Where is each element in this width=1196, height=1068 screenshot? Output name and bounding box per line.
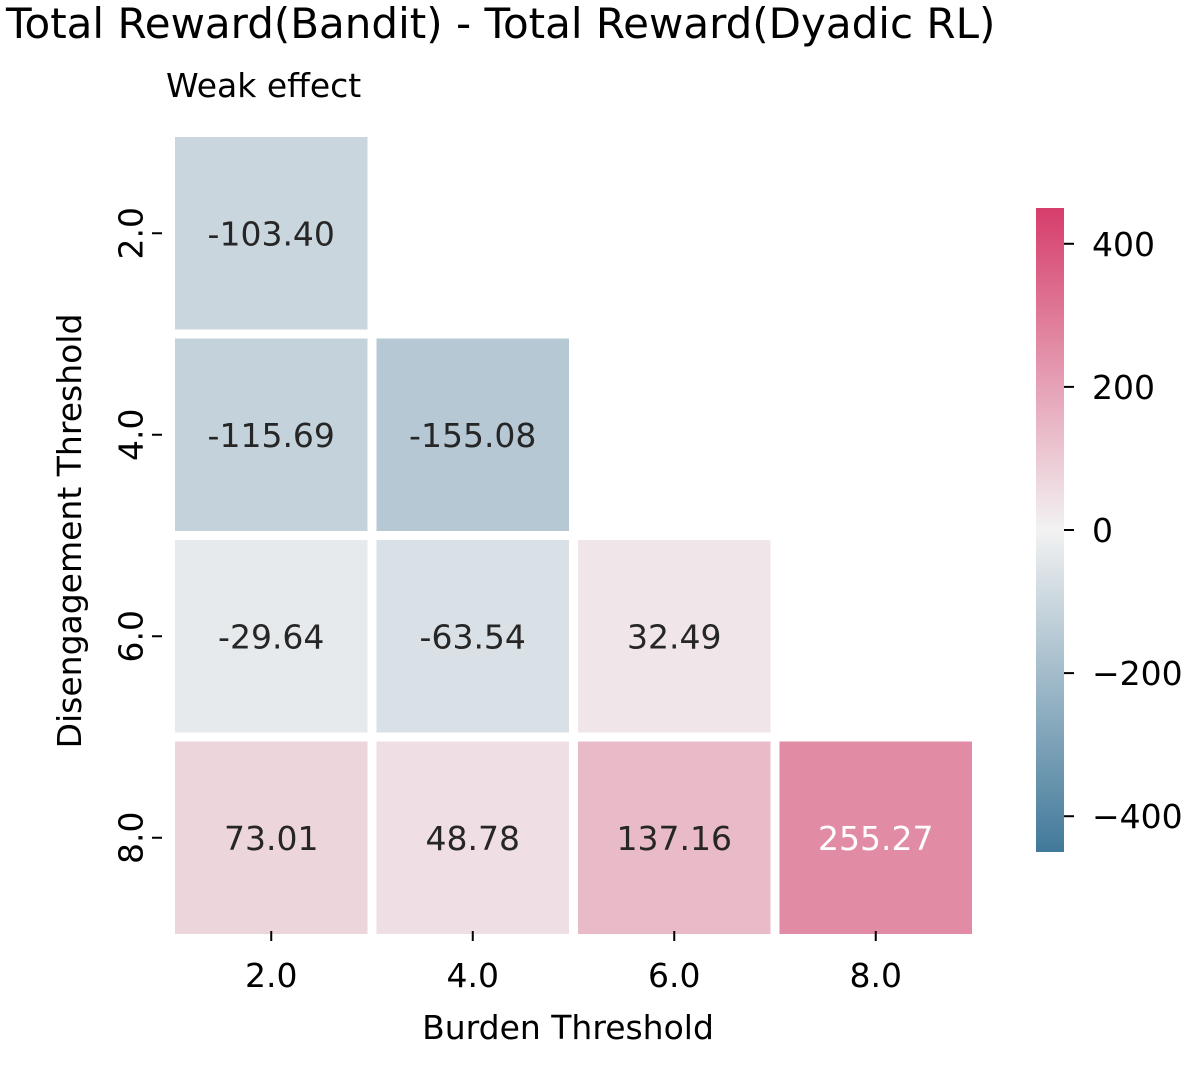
cell-value-label: 255.27	[818, 819, 933, 858]
y-tick-label: 4.0	[112, 409, 151, 461]
heatmap-cell	[578, 741, 771, 934]
colorbar-tick-label: 200	[1092, 368, 1155, 407]
colorbar-tick-label: −400	[1092, 797, 1183, 836]
heatmap-cell	[376, 741, 569, 934]
y-tick-label: 8.0	[112, 812, 151, 864]
cell-value-label: 73.01	[224, 819, 318, 858]
chart-subtitle: Weak effect	[166, 66, 361, 105]
x-tick-label: 4.0	[447, 956, 499, 995]
cell-value-label: 48.78	[426, 819, 520, 858]
heatmap-cell	[175, 338, 368, 531]
heatmap-cell	[175, 741, 368, 934]
y-axis-ticks: 2.0 4.0 6.0 8.0	[112, 207, 162, 864]
heatmap-cell	[578, 540, 771, 733]
heatmap-cell	[376, 540, 569, 733]
cell-value-label: -155.08	[409, 416, 536, 455]
cell-value-label: 137.16	[617, 819, 732, 858]
cell-value-label: 32.49	[627, 617, 721, 656]
y-axis-label: Disengagement Threshold	[50, 314, 89, 749]
heatmap-cell	[175, 137, 368, 330]
chart-title: Total Reward(Bandit) - Total Reward(Dyad…	[5, 0, 995, 48]
heatmap-cell	[175, 540, 368, 733]
cell-value-label: -103.40	[208, 214, 335, 253]
heatmap-cell	[779, 741, 972, 934]
cell-value-label: -63.54	[420, 617, 526, 656]
x-axis-label: Burden Threshold	[422, 1008, 714, 1047]
colorbar-tick-label: −200	[1092, 654, 1183, 693]
x-tick-label: 8.0	[850, 956, 902, 995]
x-tick-label: 2.0	[245, 956, 297, 995]
x-tick-label: 6.0	[648, 956, 700, 995]
colorbar-tick-label: 400	[1092, 225, 1155, 264]
y-tick-label: 6.0	[112, 610, 151, 662]
colorbar	[1036, 208, 1064, 852]
colorbar-tick-label: 0	[1092, 511, 1113, 550]
x-axis-ticks: 2.0 4.0 6.0 8.0	[245, 931, 902, 995]
cell-value-label: -29.64	[218, 617, 324, 656]
colorbar-ticks: 400 200 0 −200 −400	[1064, 225, 1183, 836]
heatmap-cell	[376, 338, 569, 531]
y-tick-label: 2.0	[112, 207, 151, 259]
heatmap-cells: -103.40 -115.69 -155.08 -29.64 -63.54 32.49 73…	[175, 137, 972, 934]
cell-value-label: -115.69	[208, 416, 335, 455]
